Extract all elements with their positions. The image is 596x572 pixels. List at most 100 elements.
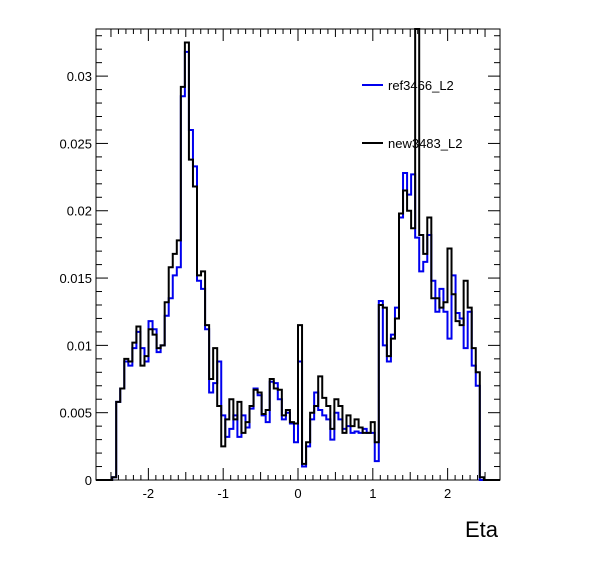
histogram-bin <box>346 415 350 480</box>
histogram-bin <box>403 191 407 480</box>
series-step-line <box>96 28 500 481</box>
histogram-bin <box>197 275 201 480</box>
histogram-bin <box>359 427 363 480</box>
histogram-bin <box>391 339 395 480</box>
histogram-bin <box>371 422 375 480</box>
histogram-bin <box>419 235 423 480</box>
y-tick-label: 0.025 <box>59 136 92 151</box>
y-tick-label: 0.01 <box>67 338 92 353</box>
histogram-bin <box>318 376 322 480</box>
histogram-bin <box>128 362 132 480</box>
histogram-bin <box>302 464 306 480</box>
histogram-bin <box>355 419 359 480</box>
histogram-bin <box>306 442 310 480</box>
x-axis-title: Eta <box>465 517 499 542</box>
histogram-bin <box>181 87 185 480</box>
histogram-bin <box>314 406 318 480</box>
histogram-bin <box>161 345 165 480</box>
x-tick-label: -2 <box>143 486 155 501</box>
histogram-bin <box>157 348 161 480</box>
histogram-bin <box>193 187 197 480</box>
histogram-bin <box>452 294 456 480</box>
histogram-bin <box>447 248 451 480</box>
x-tick-label: 1 <box>369 486 376 501</box>
histogram-bin <box>185 42 189 480</box>
histogram-bin <box>334 399 338 480</box>
histogram-bin <box>254 390 258 480</box>
histogram-bin <box>189 160 193 480</box>
histogram-bin <box>120 388 124 480</box>
x-tick-label: 2 <box>444 486 451 501</box>
histogram-bin <box>149 329 153 480</box>
histogram-bin <box>395 318 399 480</box>
histogram-bin <box>351 426 355 480</box>
histogram-bin <box>225 419 229 480</box>
histogram-bin <box>112 477 116 480</box>
histogram-bin <box>415 29 419 480</box>
histogram-bin <box>456 321 460 480</box>
histogram-bin <box>124 359 128 480</box>
histogram-bin <box>464 281 468 480</box>
histogram-bin <box>221 446 225 480</box>
histogram-bin <box>177 240 181 480</box>
histogram-bin <box>443 302 447 480</box>
histogram-bin <box>399 213 403 480</box>
histogram-bin <box>476 372 480 480</box>
histogram-bin <box>330 429 334 480</box>
histogram-bin <box>286 410 290 480</box>
histogram-bin <box>258 392 262 480</box>
histogram-bin <box>217 406 221 480</box>
histogram-bin <box>140 366 144 480</box>
series-step-line <box>96 50 500 481</box>
histogram-bin <box>290 422 294 480</box>
histogram-bin <box>245 422 249 480</box>
histogram-bin <box>363 433 367 480</box>
y-axis-ticks: 0 0.005 0.01 0.015 0.02 0.025 0.03 <box>59 35 500 488</box>
x-axis-ticks: -2 -1 0 1 2 <box>110 29 486 501</box>
histogram-bin <box>435 298 439 480</box>
histogram-bin <box>169 267 173 480</box>
y-tick-label: 0.03 <box>67 69 92 84</box>
histogram-bin <box>423 254 427 480</box>
histogram-bin <box>294 423 298 480</box>
histogram-bin <box>241 433 245 480</box>
y-tick-label: 0.005 <box>59 406 92 421</box>
x-tick-label: -1 <box>217 486 229 501</box>
legend-label-ref3466: ref3466_L2 <box>388 78 454 93</box>
histogram-bin <box>411 228 415 480</box>
histogram-bin <box>468 308 472 480</box>
histogram-bin <box>201 271 205 480</box>
histogram-bin <box>472 348 476 480</box>
histogram-bin <box>322 398 326 480</box>
histogram-bin <box>233 419 237 480</box>
legend: ref3466_L2 new3483_L2 <box>362 78 462 151</box>
histogram-bin <box>427 217 431 480</box>
histogram-bin <box>407 211 411 480</box>
y-tick-label: 0.02 <box>67 204 92 219</box>
histogram-bin <box>270 379 274 480</box>
histogram-bin <box>342 433 346 480</box>
histogram-bin <box>379 305 383 480</box>
histogram-bin <box>237 402 241 480</box>
histogram-bin <box>439 308 443 480</box>
histogram-bin <box>153 335 157 480</box>
histogram-bin <box>282 415 286 480</box>
legend-label-new3483: new3483_L2 <box>388 136 462 151</box>
histogram-bin <box>144 356 148 480</box>
histogram-bin <box>298 325 302 480</box>
series-new3483_L2 <box>96 28 500 481</box>
histogram-bin <box>250 406 254 480</box>
histogram-bin <box>274 388 278 480</box>
y-tick-label: 0.015 <box>59 271 92 286</box>
histogram-bin <box>173 254 177 480</box>
x-tick-label: 0 <box>294 486 301 501</box>
histogram-bin <box>132 343 136 480</box>
histogram-bin <box>205 325 209 480</box>
histogram-bin <box>431 298 435 480</box>
histogram-bin <box>310 413 314 480</box>
histogram-bin <box>480 477 484 480</box>
histogram-bin <box>213 348 217 480</box>
series-layer <box>96 28 500 481</box>
series-ref3466_L2 <box>96 50 500 481</box>
